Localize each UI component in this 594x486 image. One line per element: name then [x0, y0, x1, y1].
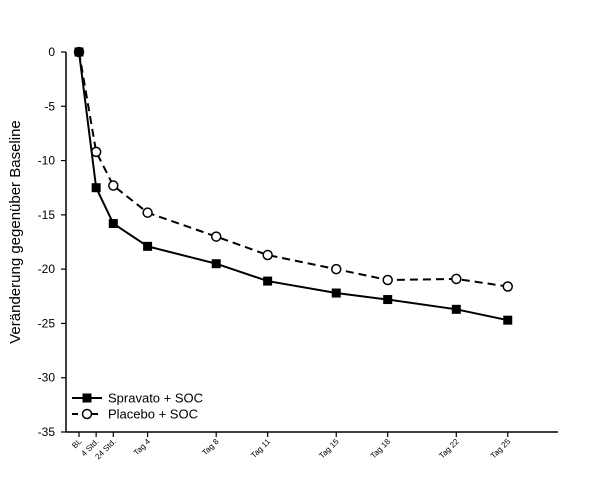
y-axis: 0 -5 -10 -15 -20 -25 -30 -35: [38, 45, 67, 439]
data-point: [451, 304, 461, 314]
legend-label: Spravato + SOC: [108, 391, 203, 406]
series-1: [73, 46, 513, 292]
data-point: [263, 276, 273, 286]
data-point: [331, 263, 342, 275]
y-tick-label: -15: [38, 208, 56, 222]
data-point: [91, 183, 101, 193]
data-point: [210, 231, 222, 242]
y-tick-label: -30: [38, 371, 56, 385]
data-point: [451, 273, 462, 285]
x-axis: BL4 Std.24 Std. Tag 4 Tag 8 Tag 11 Tag 15 Tag…: [66, 431, 558, 461]
y-axis-title: Veränderung gegenüber Baseline: [7, 120, 24, 344]
y-tick-label: -10: [38, 154, 56, 168]
data-point: [262, 249, 273, 261]
x-tick-label: Tag 15: [317, 437, 341, 461]
legend-item: Placebo + SOC: [72, 407, 198, 422]
data-point: [502, 281, 513, 292]
data-point: [503, 315, 513, 325]
y-tick-label: -25: [38, 316, 56, 330]
data-point: [108, 219, 118, 229]
legend-label: Placebo + SOC: [108, 407, 198, 422]
x-tick-label: Tag 11: [249, 437, 272, 460]
y-tick-label: -20: [38, 262, 56, 276]
legend-marker: [81, 408, 93, 420]
data-point: [383, 295, 393, 305]
data-point: [108, 180, 119, 191]
legend-item: Spravato + SOC: [72, 391, 203, 406]
y-tick-label: -35: [38, 425, 56, 439]
y-tick-label: -5: [44, 99, 55, 113]
data-point: [74, 47, 84, 57]
legend-marker: [82, 393, 92, 403]
data-point: [382, 274, 393, 286]
series-line: [78, 51, 508, 322]
x-tick-label: Tag 8: [200, 437, 221, 458]
x-tick-label: Tag 22: [437, 437, 461, 461]
data-point: [331, 288, 341, 298]
data-point: [211, 259, 221, 269]
data-point: [143, 241, 153, 251]
series-line: [78, 51, 508, 288]
data-point: [142, 207, 153, 218]
series-layer: [73, 46, 513, 325]
series-0: [74, 47, 513, 325]
x-tick-label: Tag 25: [489, 437, 513, 461]
x-tick-label: Tag 18: [369, 437, 393, 461]
y-tick-label: 0: [48, 45, 55, 59]
x-tick-label: Tag 4: [132, 437, 153, 458]
